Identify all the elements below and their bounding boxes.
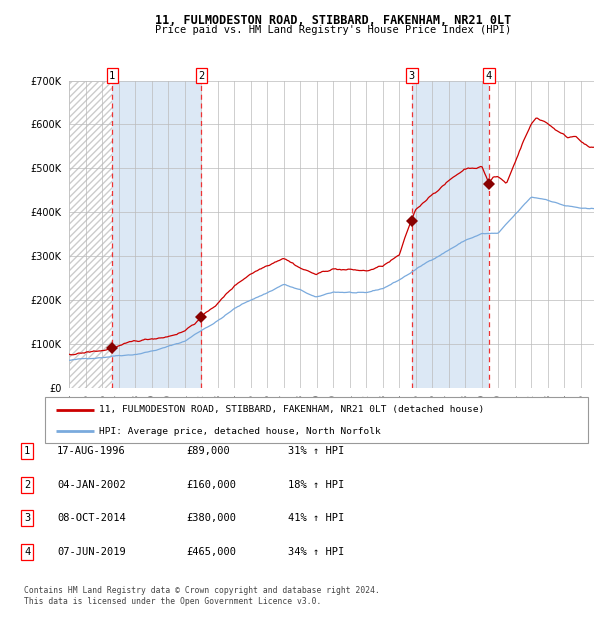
Text: 17-AUG-1996: 17-AUG-1996 (57, 446, 126, 456)
Bar (412, 81, 489, 388)
Text: 2: 2 (24, 480, 30, 490)
Text: 4: 4 (24, 547, 30, 557)
Text: 4: 4 (486, 71, 492, 81)
Text: 04-JAN-2002: 04-JAN-2002 (57, 480, 126, 490)
Text: 3: 3 (409, 71, 415, 81)
Text: Contains HM Land Registry data © Crown copyright and database right 2024.: Contains HM Land Registry data © Crown c… (24, 586, 380, 595)
Text: 3: 3 (24, 513, 30, 523)
FancyBboxPatch shape (45, 397, 588, 443)
Text: 34% ↑ HPI: 34% ↑ HPI (288, 547, 344, 557)
Text: Price paid vs. HM Land Registry's House Price Index (HPI): Price paid vs. HM Land Registry's House … (155, 25, 511, 35)
Bar (69, 81, 112, 388)
Text: 31% ↑ HPI: 31% ↑ HPI (288, 446, 344, 456)
Text: 1: 1 (109, 71, 115, 81)
Bar (112, 81, 201, 388)
Text: £465,000: £465,000 (186, 547, 236, 557)
Text: HPI: Average price, detached house, North Norfolk: HPI: Average price, detached house, Nort… (100, 427, 381, 436)
Text: 1: 1 (24, 446, 30, 456)
Text: 11, FULMODESTON ROAD, STIBBARD, FAKENHAM, NR21 0LT: 11, FULMODESTON ROAD, STIBBARD, FAKENHAM… (155, 14, 511, 27)
Text: This data is licensed under the Open Government Licence v3.0.: This data is licensed under the Open Gov… (24, 597, 322, 606)
Text: 07-JUN-2019: 07-JUN-2019 (57, 547, 126, 557)
Text: 11, FULMODESTON ROAD, STIBBARD, FAKENHAM, NR21 0LT (detached house): 11, FULMODESTON ROAD, STIBBARD, FAKENHAM… (100, 405, 485, 414)
Text: £89,000: £89,000 (186, 446, 230, 456)
Text: 08-OCT-2014: 08-OCT-2014 (57, 513, 126, 523)
Text: 2: 2 (198, 71, 205, 81)
Text: £380,000: £380,000 (186, 513, 236, 523)
Text: 41% ↑ HPI: 41% ↑ HPI (288, 513, 344, 523)
Text: £160,000: £160,000 (186, 480, 236, 490)
Text: 18% ↑ HPI: 18% ↑ HPI (288, 480, 344, 490)
